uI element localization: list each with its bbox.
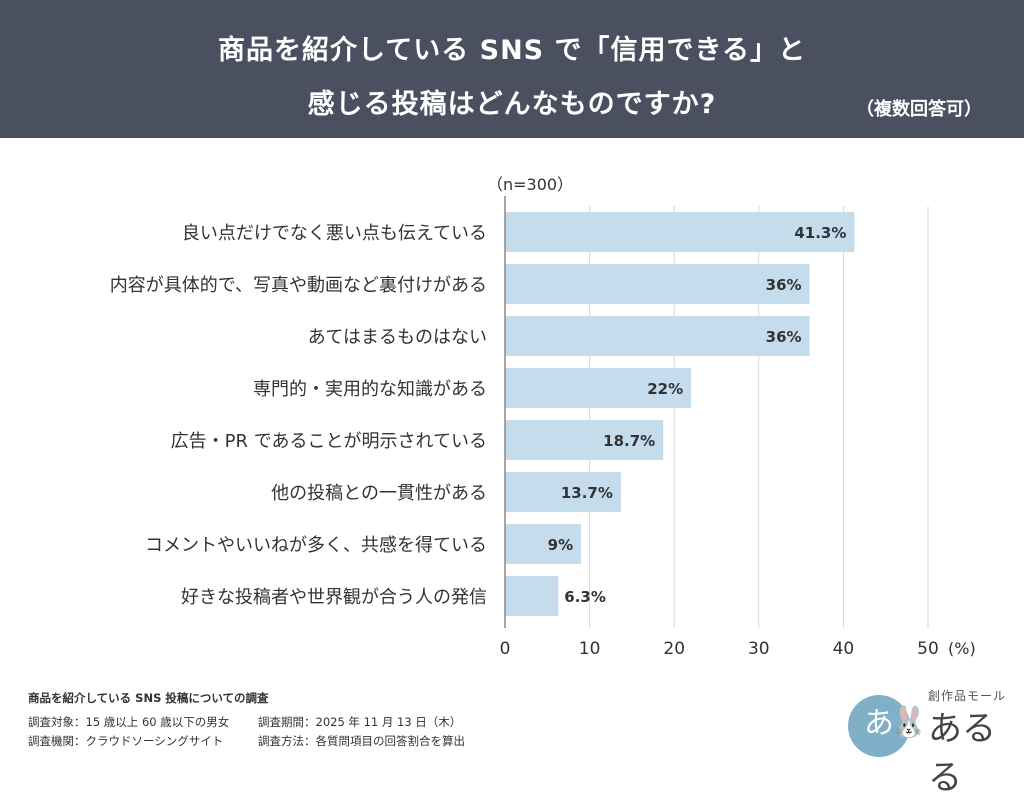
category-label-5: 広告・PR であることが明示されている — [171, 431, 487, 452]
sample-size-label: （n=300） — [487, 175, 573, 194]
category-label-2: 内容が具体的で、写真や動画など裏付けがある — [110, 275, 487, 296]
x-unit-label: (%) — [948, 639, 976, 658]
bar-4 — [505, 368, 692, 408]
x-tick-50: 50 — [917, 639, 939, 659]
survey-info-row1: 調査対象：15 歳以上 60 歳以下の男女 調査期間：2025 年 11 月 1… — [28, 714, 461, 730]
survey-agency: 調査機関：クラウドソーシングサイト — [28, 734, 224, 748]
x-tick-20: 20 — [663, 639, 685, 659]
category-label-3: あてはまるものはない — [308, 327, 487, 348]
category-label-6: 他の投稿との一貫性がある — [271, 483, 487, 504]
survey-method: 調査方法：各質問項目の回答割合を算出 — [258, 734, 465, 748]
value-label-5: 18.7% — [603, 432, 655, 450]
survey-target: 調査対象：15 歳以上 60 歳以下の男女 — [28, 715, 230, 729]
header-banner: 商品を紹介している SNS で「信用できる」と 感じる投稿はどんなものですか? … — [0, 0, 1024, 138]
value-label-7: 9% — [548, 536, 573, 554]
x-tick-10: 10 — [579, 639, 601, 659]
x-tick-40: 40 — [833, 639, 855, 659]
category-label-8: 好きな投稿者や世界観が合う人の発信 — [181, 587, 487, 608]
value-label-6: 13.7% — [561, 484, 613, 502]
multiple-answer-note: （複数回答可） — [856, 99, 982, 120]
category-label-4: 専門的・実用的な知識がある — [253, 379, 487, 400]
value-label-4: 22% — [647, 380, 683, 398]
bar-7 — [505, 524, 582, 564]
value-label-8: 6.3% — [564, 588, 606, 606]
logo-circle-icon: あ — [848, 695, 910, 757]
value-label-2: 36% — [766, 276, 802, 294]
survey-title: 商品を紹介している SNS 投稿についての調査 — [28, 691, 269, 705]
page-title-line2: 感じる投稿はどんなものですか? — [307, 89, 717, 120]
bar-6 — [505, 472, 621, 512]
bar-chart: （n=300） 41.3% 良い点だけでなく悪い点も伝えている 36% 内容が具体的で、… — [110, 175, 976, 659]
logo-small-text: 創作品モール — [928, 689, 1007, 703]
bar-5 — [505, 420, 664, 460]
bar-8 — [505, 576, 559, 616]
rabbit-icon: 🐰 — [890, 705, 928, 740]
logo-big-text: あるる — [928, 709, 996, 798]
category-label-1: 良い点だけでなく悪い点も伝えている — [182, 223, 487, 244]
brand-logo: あ 🐰 創作品モール あるる — [848, 683, 1008, 798]
survey-info-row2: 調査機関：クラウドソーシングサイト 調査方法：各質問項目の回答割合を算出 — [28, 733, 465, 749]
x-tick-0: 0 — [500, 639, 511, 659]
survey-period: 調査期間：2025 年 11 月 13 日（木） — [258, 715, 462, 729]
category-label-7: コメントやいいねが多く、共感を得ている — [145, 535, 487, 556]
x-tick-30: 30 — [748, 639, 770, 659]
bar-1 — [505, 212, 855, 252]
bar-2 — [505, 264, 810, 304]
value-label-1: 41.3% — [794, 224, 846, 242]
page-title-line1: 商品を紹介している SNS で「信用できる」と — [218, 35, 806, 66]
value-label-3: 36% — [766, 328, 802, 346]
bar-3 — [505, 316, 810, 356]
